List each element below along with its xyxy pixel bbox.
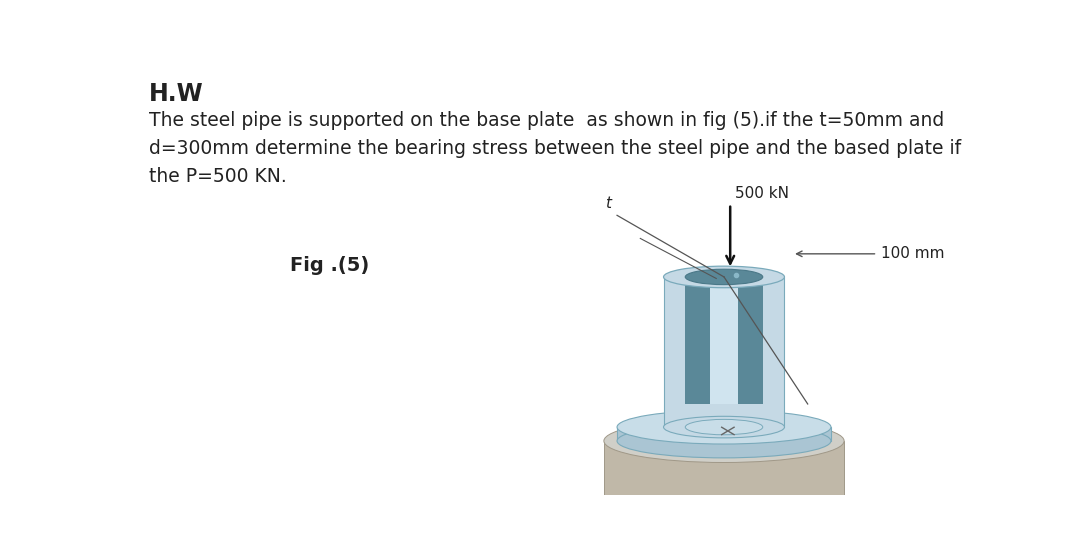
Bar [710, 277, 738, 404]
Ellipse shape [617, 424, 831, 458]
Text: H.W: H.W [149, 82, 203, 106]
Ellipse shape [617, 410, 831, 444]
Text: t: t [605, 196, 611, 211]
Text: d=300mm determine the bearing stress between the steel pipe and the based plate : d=300mm determine the bearing stress bet… [149, 139, 961, 158]
Bar [604, 441, 845, 533]
Ellipse shape [604, 419, 845, 463]
Ellipse shape [685, 419, 762, 435]
Ellipse shape [663, 416, 784, 438]
Text: Fig .(5): Fig .(5) [291, 256, 369, 275]
Text: 500 kN: 500 kN [734, 186, 788, 201]
Text: the P=500 KN.: the P=500 KN. [149, 167, 286, 186]
Ellipse shape [685, 269, 762, 285]
Text: The steel pipe is supported on the base plate  as shown in fig (5).if the t=50mm: The steel pipe is supported on the base … [149, 111, 944, 130]
Bar [617, 427, 831, 441]
Ellipse shape [604, 512, 845, 555]
Text: 100 mm: 100 mm [881, 246, 945, 261]
Bar [663, 277, 784, 427]
Ellipse shape [663, 266, 784, 287]
Bar [685, 277, 762, 404]
